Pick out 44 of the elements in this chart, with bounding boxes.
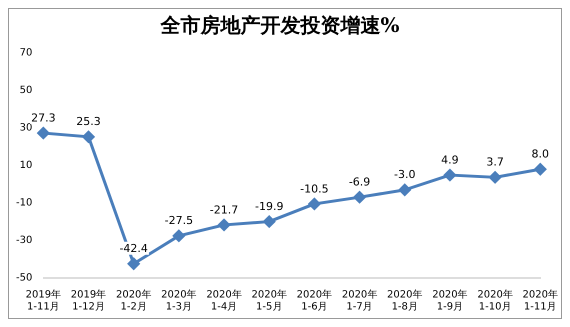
data-label: -3.0 (394, 168, 416, 182)
data-label: -19.9 (254, 200, 284, 213)
y-tick-label: -10 (16, 198, 32, 209)
y-tick-label: -50 (16, 272, 32, 284)
x-tick-label: 2019年 1-12月 (70, 288, 106, 313)
point (37, 127, 50, 140)
x-tick-label: 2020年 1-9月 (432, 288, 468, 313)
point (534, 163, 546, 176)
data-label: -42.4 (119, 242, 148, 256)
x-tick-label: 2019年 1-11月 (26, 288, 62, 313)
data-label: 25.3 (76, 115, 101, 128)
x-tick-label: 2020年 1-10月 (477, 288, 513, 313)
x-tick-label: 2020年 1-3月 (161, 288, 197, 313)
y-tick-label: 50 (20, 85, 32, 96)
data-label: 4.9 (441, 153, 459, 166)
point (489, 171, 502, 184)
x-tick-label: 2020年 1-8月 (387, 288, 422, 313)
point (263, 216, 276, 228)
y-tick-label: 70 (20, 48, 32, 59)
point (354, 191, 366, 204)
point (308, 198, 320, 210)
y-tick-label: -30 (16, 235, 32, 246)
chart-title: 全市房地产开发投资增速% (159, 13, 400, 38)
y-tick-label: 10 (20, 160, 32, 172)
x-tick-label: 2020年 1-2月 (116, 288, 152, 313)
point (218, 218, 230, 231)
point (398, 184, 411, 196)
point (444, 169, 456, 182)
x-tick-label: 2020年 1-4月 (206, 288, 242, 313)
point (82, 130, 95, 143)
data-label: -6.9 (348, 176, 370, 189)
point (172, 230, 185, 242)
x-tick-label: 2020年 1-11月 (522, 288, 558, 313)
x-tick-label: 2020年 1-5月 (251, 288, 287, 313)
data-label: -10.5 (300, 182, 329, 196)
data-label: -27.5 (164, 214, 194, 228)
y-tick-label: 30 (20, 122, 32, 134)
data-label: 3.7 (486, 156, 504, 169)
point (128, 258, 140, 270)
data-label: -21.7 (210, 203, 238, 216)
data-label: 8.0 (532, 148, 550, 161)
x-tick-label: 2020年 1-7月 (342, 288, 378, 313)
x-tick-label: 2020年 1-6月 (296, 288, 332, 313)
data-label: 27.3 (31, 111, 56, 124)
